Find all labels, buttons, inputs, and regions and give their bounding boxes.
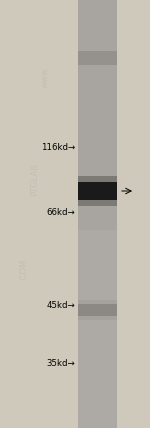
Bar (78, 304, 117, 316)
Bar (78, 182, 117, 200)
Text: 116kd→: 116kd→ (41, 143, 75, 152)
Text: .COM: .COM (20, 259, 28, 281)
Bar (78, 176, 117, 206)
Text: 66kd→: 66kd→ (46, 208, 75, 217)
Text: PTGLAB: PTGLAB (30, 163, 39, 196)
Text: 35kd→: 35kd→ (46, 359, 75, 368)
Bar (78, 51, 117, 65)
Bar (78, 300, 117, 320)
Text: 45kd→: 45kd→ (46, 301, 75, 310)
Bar (78, 230, 117, 428)
Bar (78, 0, 117, 428)
Text: www.: www. (40, 66, 50, 88)
